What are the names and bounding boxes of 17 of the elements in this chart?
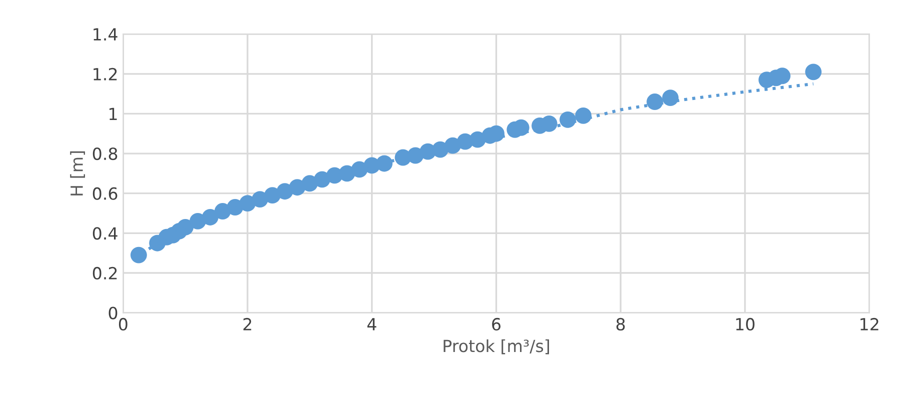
x-tick-label: 2 bbox=[243, 318, 252, 330]
x-axis-title: Protok [m³/s] bbox=[444, 339, 549, 354]
x-tick-label: 10 bbox=[736, 318, 754, 331]
y-tick-label: 0.4 bbox=[92, 227, 118, 240]
y-tick-label: 0.6 bbox=[92, 187, 118, 200]
x-tick-label: 6 bbox=[492, 318, 500, 331]
y-tick-label: 1.2 bbox=[94, 68, 117, 80]
y-axis-title: H [m] bbox=[70, 151, 85, 196]
x-tick-label: 8 bbox=[616, 318, 625, 331]
y-tick-label: 0.2 bbox=[92, 266, 117, 280]
x-tick-label: 12 bbox=[860, 318, 878, 330]
x-tick-label: 4 bbox=[367, 318, 376, 330]
y-tick-label: 0.8 bbox=[92, 147, 118, 160]
y-tick-label: 1 bbox=[110, 108, 117, 120]
x-tick-label: 0 bbox=[118, 318, 128, 331]
y-tick-label: 0 bbox=[108, 306, 118, 320]
y-tick-label: 1.4 bbox=[94, 28, 118, 40]
